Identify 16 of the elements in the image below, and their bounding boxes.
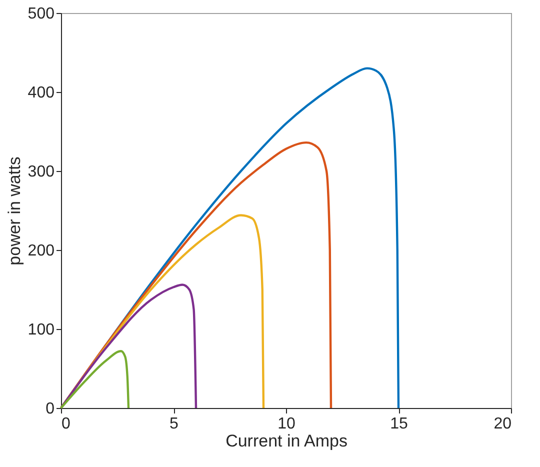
x-tick-label: 15 [390,416,408,432]
y-tick-label: 0 [46,400,55,418]
line-series [60,214,265,410]
line-series [60,284,198,410]
line-series [60,350,130,410]
x-tick-label: 10 [278,416,296,432]
y-axis-title: power in watts [4,156,24,266]
x-tick-label: 0 [62,416,70,432]
x-tick-label: 5 [170,416,179,432]
y-tick-label: 500 [28,6,55,22]
x-axis-title: Current in Amps [226,432,348,450]
x-tick-label: 20 [494,416,512,432]
y-tick-label: 300 [28,164,55,180]
y-tick-label: 400 [28,84,55,102]
y-tick-label: 100 [28,322,55,338]
y-tick-label: 200 [28,242,55,260]
